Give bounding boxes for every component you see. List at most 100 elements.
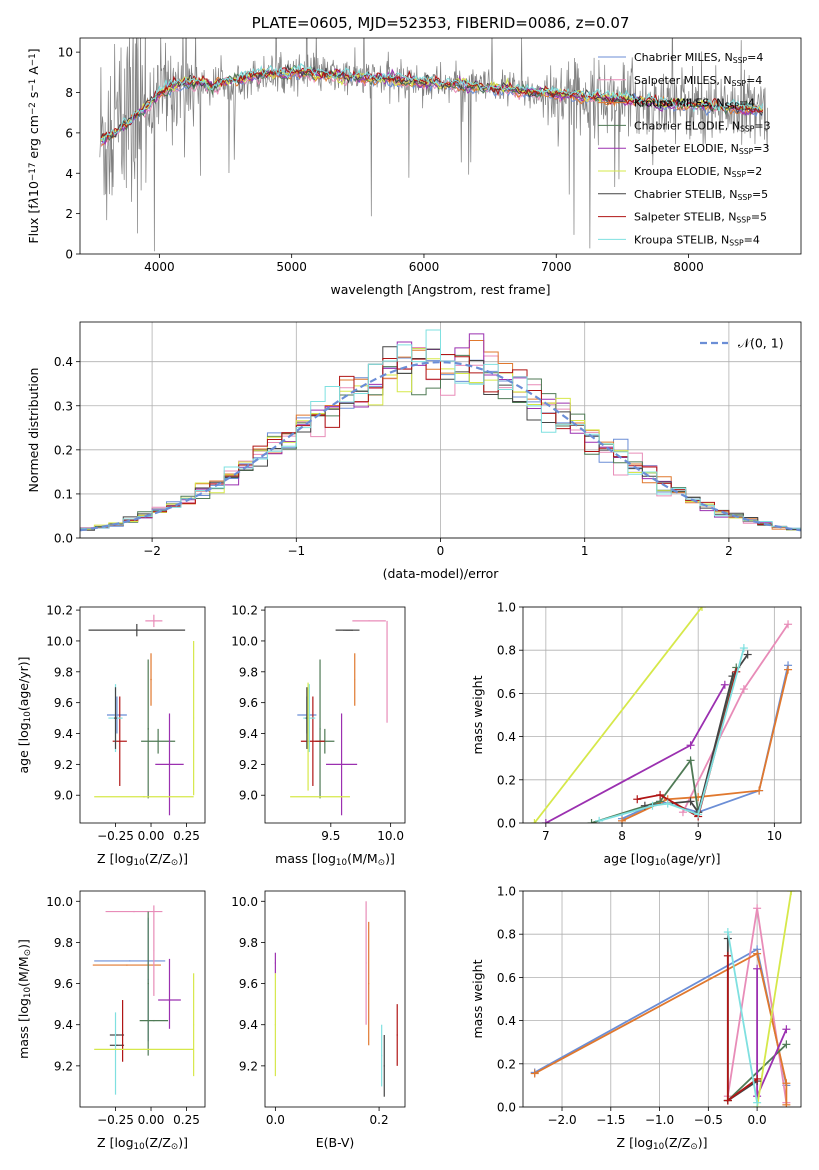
mass-vs-Z-plot-area [92,905,195,1095]
age-vs-Z-errorbar [155,713,184,816]
massweight-vs-age-marker [663,799,672,808]
age-vs-mass-panel: 9.5 10.0 9.0 9.2 9.4 9.6 9.8 10.0 10.2 [231,604,406,843]
mass-vs-Z-errorbar [139,1019,169,1022]
age-vs-Z-ytick-label: 10.0 [46,634,73,648]
massweight-vs-age-marker [587,819,596,823]
massweight-vs-age-xtick-label: 10 [767,829,782,843]
massweight-vs-Z-series-line [756,891,793,1107]
residuals-ytick-label: 0.4 [54,355,73,369]
age-vs-Z-ticks: −0.25 0.00 0.25 9.0 9.2 9.4 9.6 9.8 10.0 10.2 [46,604,200,843]
massweight-vs-Z-ytick-label: 0.0 [497,1101,516,1115]
massweight-vs-Z-ylabel: mass weight [470,959,485,1038]
spectrum-ytick-label: 4 [65,167,73,181]
mass-vs-EBV-xlabel: E(B-V) [316,1135,355,1150]
mass-vs-Z-ytick-label: 10.0 [46,895,73,909]
massweight-vs-age-ytick-label: 0.0 [497,817,516,831]
legend-entry: Kroupa ELODIE, NSSP=2 [634,165,762,179]
massweight-vs-Z-marker [753,904,762,913]
age-vs-mass-errorbar [300,696,325,786]
age-vs-mass-ytick-label: 10.2 [231,604,258,618]
mass-vs-Z-frame [79,890,206,1108]
mass-vs-Z-errorbar [109,1034,125,1036]
residuals-plot-area [80,329,801,532]
mass-vs-EBV-ticks: 0.0 0.2 9.2 9.4 9.6 9.8 10.0 [231,895,388,1127]
mass-vs-Z-errorbar [105,910,163,913]
spectrum-ytick-label: 8 [65,86,73,100]
massweight-vs-age-plot-area [530,607,793,823]
massweight-vs-age-marker [755,786,764,795]
age-vs-mass-ytick-label: 9.8 [239,665,258,679]
massweight-vs-Z-marker [782,1040,791,1049]
massweight-vs-age-marker [633,795,642,804]
normal-curve [80,361,801,532]
massweight-vs-age-marker [686,797,695,806]
age-vs-mass-errorbar [352,620,386,622]
massweight-vs-Z-ytick-label: 1.0 [497,885,516,899]
spectrum-xtick-label: 6000 [409,260,440,274]
massweight-vs-Z-ticks: −2.0 −1.5 −1.0 −0.5 0.0 0.0 0.2 0.4 0.6 0.8 1.0 [497,885,767,1128]
age-vs-mass-errorbar [290,796,350,798]
age-vs-mass-ytick-label: 9.0 [239,789,258,803]
age-vs-Z-ytick-label: 9.6 [54,696,73,710]
massweight-vs-age-ticks: 7 8 9 10 0.0 0.2 0.4 0.6 0.8 1.0 [497,601,782,844]
massweight-vs-Z-xlabel: Z [log10(Z/Z⊙)] [617,1135,708,1152]
residuals-panel: −2 −1 0 1 2 0.0 0.1 0.2 0.3 0.4 [54,321,802,558]
residuals-xtick-label: 1 [581,544,589,558]
age-vs-mass-ytick-label: 9.4 [239,727,258,741]
mass-vs-Z-ytick-label: 9.2 [54,1059,73,1073]
age-vs-mass-frame [264,606,406,824]
age-vs-Z-errorbar [106,696,127,734]
massweight-vs-age-ytick-label: 0.4 [497,730,516,744]
mass-vs-Z-errorbar [92,964,161,966]
legend-entry: Kroupa MILES, NSSP=4 [634,97,755,111]
spectrum-model-line [100,65,763,144]
massweight-vs-age-marker [656,790,665,799]
massweight-vs-age-marker [720,680,729,689]
mass-vs-EBV-errorbar [383,1035,385,1097]
mass-vs-EBV-xtick-label: 0.2 [370,1113,389,1127]
spectrum-panel: 4000 5000 6000 7000 8000 0 2 4 6 8 10 [58,37,802,274]
age-vs-Z-xlabel: Z [log10(Z/Z⊙)] [97,851,188,868]
mass-vs-Z-panel: −0.25 0.00 0.25 9.2 9.4 9.6 9.8 10.0 [46,890,206,1127]
massweight-vs-age-marker [739,644,748,653]
histogram-step-line [80,329,801,529]
age-vs-Z-ytick-label: 10.2 [46,604,73,618]
mass-vs-Z-errorbar [122,1000,124,1062]
massweight-vs-age-frame [522,606,802,824]
massweight-vs-Z-xtick-label: −1.0 [645,1113,674,1127]
age-vs-Z-ytick-label: 9.8 [54,665,73,679]
legend-entry: Salpeter MILES, NSSP=4 [634,74,762,88]
massweight-vs-Z-frame [522,890,802,1108]
massweight-vs-Z-xtick-label: −2.0 [547,1113,576,1127]
residuals-ytick-label: 0.1 [54,487,73,501]
massweight-vs-age-xtick-label: 9 [694,829,702,843]
mass-vs-Z-errorbar [147,911,149,1056]
spectrum-frame [79,37,802,255]
massweight-vs-age-panel: 7 8 9 10 0.0 0.2 0.4 0.6 0.8 1.0 [497,601,802,844]
mass-vs-EBV-ytick-label: 9.2 [239,1059,258,1073]
age-vs-mass-errorbar [386,620,388,723]
mass-vs-EBV-errorbar [365,901,367,1025]
age-vs-Z-errorbar [147,659,149,799]
massweight-vs-Z-ytick-label: 0.8 [497,928,516,942]
massweight-vs-Z-xtick-label: −0.5 [694,1113,723,1127]
age-vs-Z-ytick-label: 9.2 [54,758,73,772]
mass-vs-EBV-ytick-label: 9.4 [239,1018,258,1032]
age-vs-Z-ytick-label: 9.4 [54,727,73,741]
age-vs-Z-errorbar [94,796,194,798]
age-vs-Z-errorbar [193,640,195,796]
massweight-vs-age-marker [541,819,550,823]
legend-entry: Salpeter ELODIE, NSSP=3 [634,142,770,156]
massweight-vs-Z-marker [723,1096,732,1105]
age-vs-Z-errorbar [145,614,163,628]
legend-entry: Chabrier MILES, NSSP=4 [634,51,763,65]
age-vs-mass-xtick-label: 10.0 [377,829,404,843]
mass-vs-Z-ytick-label: 9.6 [54,977,73,991]
age-vs-Z-panel: −0.25 0.00 0.25 9.0 9.2 9.4 9.6 9.8 10.0 10.2 [46,604,206,843]
residuals-ytick-label: 0.3 [54,399,73,413]
mass-vs-Z-errorbar [94,1048,194,1051]
mass-vs-Z-errorbar [153,905,155,996]
mass-vs-EBV-xtick-label: 0.0 [266,1113,285,1127]
mass-vs-EBV-frame [264,890,406,1108]
